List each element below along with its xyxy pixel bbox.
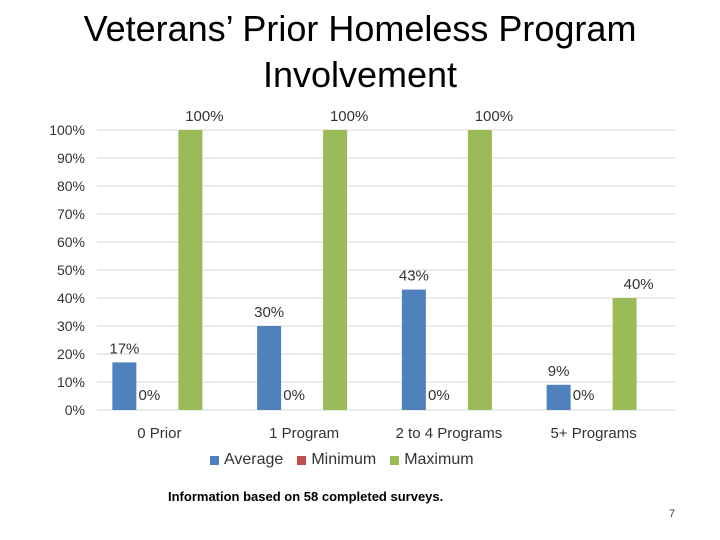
data-label-average-4: 9% bbox=[548, 363, 570, 380]
data-label-maximum-2: 100% bbox=[330, 108, 368, 125]
bar-maximum-2 bbox=[323, 130, 348, 410]
y-tick-label: 40% bbox=[57, 290, 85, 306]
y-tick-label: 50% bbox=[57, 262, 85, 278]
y-tick-label: 60% bbox=[57, 234, 85, 250]
data-label-minimum-3: 0% bbox=[428, 387, 450, 404]
legend-swatch-average bbox=[210, 455, 219, 465]
y-tick-label: 10% bbox=[57, 374, 85, 390]
slide-title: Veterans’ Prior Homeless Program Involve… bbox=[83, 8, 637, 95]
data-label-minimum-1: 0% bbox=[139, 387, 161, 404]
data-label-minimum-2: 0% bbox=[283, 387, 305, 404]
y-tick-label: 80% bbox=[57, 178, 85, 194]
data-label-maximum-3: 100% bbox=[475, 108, 513, 125]
data-label-minimum-4: 0% bbox=[573, 387, 595, 404]
x-category-label: 2 to 4 Programs bbox=[396, 425, 503, 442]
legend-label-average: Average bbox=[224, 451, 284, 468]
legend-swatch-maximum bbox=[390, 455, 400, 465]
footnote: Information based on 58 completed survey… bbox=[168, 489, 444, 504]
legend-swatch-minimum bbox=[297, 455, 307, 465]
data-label-maximum-4: 40% bbox=[624, 276, 654, 293]
chart-legend: Average Minimum Maximum bbox=[210, 451, 474, 469]
bar-average-2 bbox=[257, 326, 282, 410]
data-label-average-1: 17% bbox=[109, 340, 139, 357]
x-category-label: 0 Prior bbox=[137, 425, 181, 442]
legend-label-maximum: Maximum bbox=[404, 451, 474, 468]
bar-average-1 bbox=[112, 362, 137, 410]
bar-maximum-4 bbox=[612, 298, 637, 410]
legend-item-maximum: Maximum bbox=[390, 451, 474, 469]
data-label-average-2: 30% bbox=[254, 304, 284, 321]
x-category-label: 5+ Programs bbox=[550, 425, 636, 442]
legend-label-minimum: Minimum bbox=[311, 451, 377, 468]
y-tick-label: 100% bbox=[49, 122, 85, 138]
bar-average-4 bbox=[546, 384, 571, 410]
y-tick-label: 70% bbox=[57, 206, 85, 222]
data-label-maximum-1: 100% bbox=[185, 108, 223, 125]
y-tick-label: 20% bbox=[57, 346, 85, 362]
bar-average-3 bbox=[401, 289, 426, 410]
bar-maximum-1 bbox=[178, 130, 203, 410]
legend-item-minimum: Minimum bbox=[297, 451, 376, 469]
data-label-average-3: 43% bbox=[399, 268, 429, 285]
x-category-label: 1 Program bbox=[269, 425, 339, 442]
y-tick-label: 0% bbox=[65, 402, 85, 418]
bar-maximum-3 bbox=[467, 130, 492, 410]
page-number: 7 bbox=[669, 508, 676, 520]
y-tick-label: 90% bbox=[57, 150, 85, 166]
y-tick-label: 30% bbox=[57, 318, 85, 334]
legend-item-average: Average bbox=[210, 451, 283, 469]
